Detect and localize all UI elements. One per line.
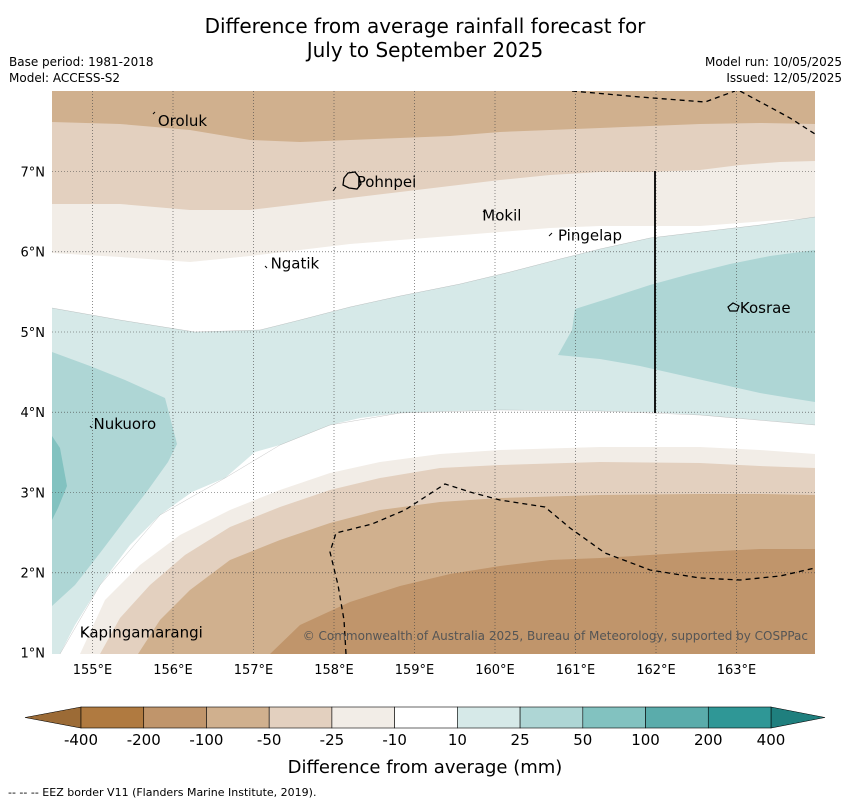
base-period-label: Base period: 1981-2018 [9, 55, 154, 69]
colorbar-tick-4: -25 [320, 731, 345, 749]
copyright-text: © Commonwealth of Australia 2025, Bureau… [303, 629, 808, 643]
colorbar-segment-8 [582, 706, 646, 729]
lon-label-160: 160°E [475, 663, 515, 678]
eez-border [329, 91, 815, 654]
band-wet-25-50-east [558, 250, 815, 402]
colorbar-segment-6 [457, 706, 521, 729]
pohnpei-atoll-mark [332, 186, 337, 192]
ngatik-island-mark [264, 265, 268, 269]
longitude-labels: 155°E 156°E 157°E 158°E 159°E 160°E 161°E 162°E… [73, 663, 757, 678]
band-wet-50-100-west [52, 436, 67, 520]
colorbar-tick-0: -400 [64, 731, 98, 749]
pingelap-island-mark [548, 232, 553, 237]
lon-label-157: 157°E [234, 663, 274, 678]
lon-label-159: 159°E [395, 663, 435, 678]
lat-label-7: 7°N [21, 166, 46, 181]
lon-label-161: 161°E [556, 663, 596, 678]
colorbar-tick-5: -10 [382, 731, 407, 749]
band-wet-25-50-west [52, 352, 177, 606]
band-north-minus200-100 [52, 91, 815, 142]
mokil-island-mark [482, 210, 486, 214]
place-label-mokil: Mokil [482, 207, 521, 225]
place-label-ngatik: Ngatik [271, 255, 320, 273]
place-label-pohnpei: Pohnpei [357, 173, 417, 191]
model-label: Model: ACCESS-S2 [9, 71, 121, 85]
lat-label-6: 6°N [21, 246, 46, 261]
colorbar: -400 -200 -100 -50 -25 -10 10 25 50 100 200 400 [24, 706, 826, 749]
colorbar-label: Difference from average (mm) [288, 757, 563, 778]
oroluk-island-mark [152, 111, 156, 115]
footer-eez-note: -- -- -- EEZ border V11 (Flanders Marine… [8, 786, 317, 799]
colorbar-segment-9 [645, 706, 709, 729]
colorbar-segment-3 [268, 706, 333, 729]
colorbar-segment-7 [519, 706, 584, 729]
colorbar-tick-9: 100 [631, 731, 660, 749]
colorbar-tick-10: 200 [694, 731, 723, 749]
lon-label-155: 155°E [73, 663, 113, 678]
colorbar-over-arrow [770, 706, 826, 729]
lat-label-4: 4°N [21, 406, 46, 421]
lon-label-163: 163°E [717, 663, 757, 678]
kapingamarangi-island-mark [81, 631, 85, 635]
lat-label-2: 2°N [21, 567, 46, 582]
lat-label-5: 5°N [21, 326, 46, 341]
colorbar-tick-3: -50 [257, 731, 282, 749]
lon-label-156: 156°E [153, 663, 193, 678]
lat-label-3: 3°N [21, 486, 46, 501]
place-label-pingelap: Pingelap [558, 227, 622, 245]
model-run-label: Model run: 10/05/2025 [704, 55, 842, 69]
colorbar-segment-2 [206, 706, 270, 729]
colorbar-segment-0 [80, 706, 145, 729]
place-label-kosrae: Kosrae [740, 299, 791, 317]
kosrae-island-outline [727, 302, 740, 312]
nukuoro-island-mark [89, 425, 93, 429]
lon-label-162: 162°E [636, 663, 676, 678]
colorbar-under-arrow [24, 706, 82, 729]
colorbar-segment-5 [394, 706, 458, 729]
colorbar-tick-8: 50 [573, 731, 592, 749]
pohnpei-island-outline [342, 171, 362, 190]
colorbar-segment-4 [331, 706, 395, 729]
issued-label: Issued: 12/05/2025 [726, 71, 842, 85]
lat-label-1: 1°N [21, 647, 46, 662]
place-label-oroluk: Oroluk [158, 112, 207, 130]
colorbar-tick-11: 400 [757, 731, 786, 749]
lon-label-158: 158°E [314, 663, 354, 678]
colorbar-segment-10 [707, 706, 772, 729]
place-label-nukuoro: Nukuoro [93, 415, 156, 433]
rainfall-map: Oroluk Pohnpei Mokil Pingelap Ngatik Kosrae Nu… [52, 91, 815, 654]
colorbar-tick-6: 10 [448, 731, 467, 749]
colorbar-tick-7: 25 [511, 731, 530, 749]
colorbar-tick-2: -100 [189, 731, 223, 749]
place-labels: Oroluk Pohnpei Mokil Pingelap Ngatik Kosrae Nu… [80, 112, 791, 642]
map-title-line-1: Difference from average rainfall forecas… [204, 14, 646, 38]
place-label-kapingamarangi: Kapingamarangi [80, 624, 203, 642]
colorbar-tick-1: -200 [127, 731, 161, 749]
graticule [52, 91, 815, 654]
map-title-line-2: July to September 2025 [306, 38, 544, 62]
colorbar-segment-1 [143, 706, 207, 729]
latitude-labels: 7°N 6°N 5°N 4°N 3°N 2°N 1°N [21, 166, 46, 662]
